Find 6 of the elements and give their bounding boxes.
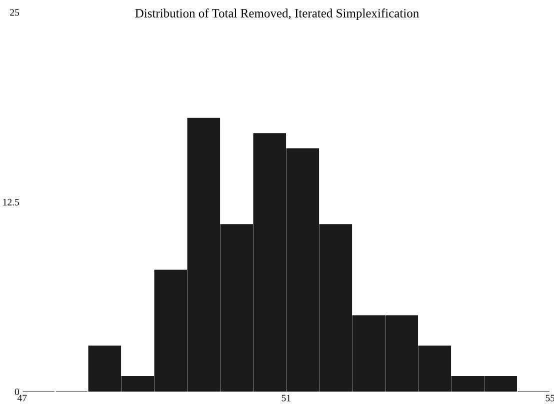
x-tick-label: 51: [282, 394, 290, 402]
y-tick-label: 0: [14, 388, 20, 396]
chart-title: Distribution of Total Removed, Iterated Simplexification: [135, 8, 419, 20]
y-tick-label: 12.5: [3, 198, 19, 206]
y-tick-label: 25: [10, 9, 19, 16]
x-tick-label: 47: [17, 394, 27, 402]
